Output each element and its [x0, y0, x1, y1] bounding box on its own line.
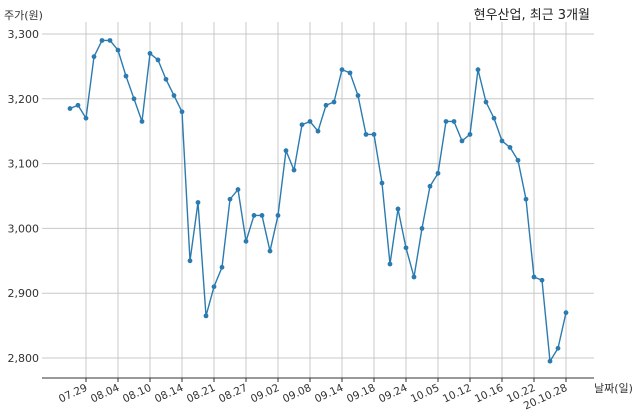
- x-tick-label: 09.08: [281, 382, 313, 406]
- data-point: [107, 38, 113, 43]
- data-point: [307, 119, 313, 124]
- data-point: [99, 38, 105, 43]
- data-point: [259, 213, 265, 218]
- data-point: [507, 145, 513, 150]
- data-point: [347, 70, 353, 76]
- y-tick-label: 3,000: [8, 222, 40, 235]
- data-point: [251, 213, 257, 218]
- data-point: [291, 167, 297, 173]
- x-tick-label: 08.10: [121, 382, 153, 406]
- data-point: [83, 115, 89, 121]
- data-point: [91, 54, 97, 60]
- price-series: [67, 38, 569, 364]
- data-point: [131, 96, 137, 102]
- x-tick-label: 08.21: [185, 382, 217, 406]
- data-point: [219, 264, 225, 270]
- data-point: [363, 132, 369, 137]
- data-point: [515, 157, 521, 163]
- data-point: [331, 99, 337, 105]
- data-point: [171, 93, 177, 98]
- data-point: [411, 274, 417, 280]
- x-tick-label: 08.04: [89, 382, 122, 406]
- data-point: [523, 196, 529, 202]
- data-point: [491, 115, 497, 121]
- x-tick-label: 10.12: [441, 382, 473, 406]
- data-point: [539, 277, 545, 283]
- x-tick-labels: 07.29 08.04 08.10 08.14 08.21 08.27 09.02 09.08…: [57, 382, 569, 413]
- price-line: [69, 39, 567, 364]
- x-tick-label: 09.24: [377, 382, 410, 406]
- data-point: [75, 102, 81, 108]
- chart-title: 현우산업, 최근 3개월: [474, 8, 590, 23]
- x-tick-label: 10.16: [473, 382, 506, 406]
- data-point: [195, 200, 201, 205]
- data-point: [275, 213, 281, 218]
- data-point: [483, 99, 489, 105]
- data-point: [155, 57, 161, 63]
- data-point: [371, 132, 377, 137]
- x-tick-label: 08.27: [217, 382, 249, 406]
- y-tick-label: 2,900: [8, 287, 40, 300]
- data-point: [323, 102, 329, 108]
- data-point: [139, 119, 145, 124]
- data-point: [243, 238, 249, 244]
- data-point: [203, 313, 209, 319]
- data-point: [499, 138, 505, 144]
- data-point: [387, 261, 393, 267]
- data-point: [427, 183, 433, 189]
- data-point: [379, 180, 385, 186]
- data-point: [435, 170, 441, 176]
- data-point: [419, 226, 425, 231]
- data-point: [555, 345, 561, 351]
- x-tick-label: 08.14: [153, 382, 186, 406]
- x-axis-label: 날짜(일): [594, 381, 633, 395]
- y-tick-label: 3,200: [8, 93, 40, 106]
- data-point: [467, 132, 473, 137]
- data-point: [147, 51, 153, 56]
- gridlines: [42, 22, 594, 382]
- data-point: [115, 47, 121, 53]
- data-point: [459, 138, 465, 144]
- data-point: [179, 109, 185, 115]
- x-tick-label: 09.18: [345, 382, 377, 406]
- data-point: [67, 106, 73, 111]
- x-tick-label: 09.02: [249, 382, 281, 406]
- data-point: [211, 284, 217, 290]
- data-point: [227, 196, 233, 202]
- x-tick-label: 09.14: [313, 382, 346, 406]
- data-point: [395, 206, 401, 212]
- data-point: [443, 119, 449, 124]
- data-point: [163, 76, 169, 82]
- y-tick-labels: 2,800 2,900 3,000 3,100 3,200 3,300: [8, 28, 40, 365]
- x-tick-label: 07.29: [57, 382, 89, 406]
- data-point: [475, 67, 481, 73]
- data-point: [283, 148, 289, 154]
- data-point: [403, 245, 409, 251]
- data-point: [187, 258, 193, 264]
- y-tick-label: 3,300: [8, 28, 40, 41]
- y-tick-label: 3,100: [8, 158, 40, 171]
- data-point: [123, 73, 129, 79]
- data-point: [355, 93, 361, 98]
- data-point: [339, 67, 345, 73]
- data-point: [315, 128, 321, 134]
- data-point: [563, 310, 569, 316]
- y-tick-label: 2,800: [8, 352, 40, 365]
- y-axis-label: 주가(원): [4, 9, 43, 22]
- data-point: [547, 358, 553, 364]
- data-point: [267, 248, 273, 254]
- x-tick-label: 10.05: [409, 382, 441, 406]
- data-point: [235, 187, 241, 192]
- data-point: [531, 274, 537, 280]
- data-point: [299, 122, 305, 128]
- data-point: [451, 119, 457, 124]
